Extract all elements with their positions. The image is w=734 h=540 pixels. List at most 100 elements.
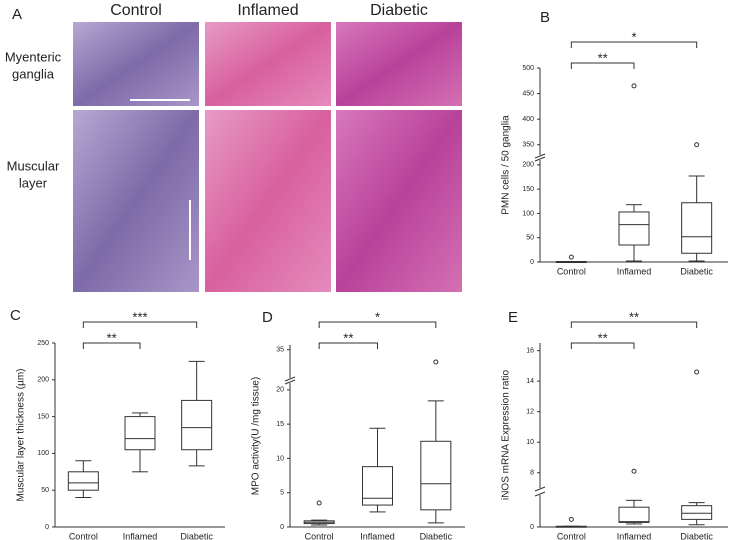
row-label: layer <box>19 175 48 190</box>
axis-break <box>284 379 296 385</box>
significance-label: * <box>375 309 380 324</box>
row-label: Myenteric <box>5 49 62 64</box>
y-tick-label: 150 <box>37 413 49 420</box>
y-tick-label: 0 <box>280 524 284 531</box>
x-tick-label: Inflamed <box>617 266 652 276</box>
x-tick-label: Inflamed <box>360 531 395 540</box>
x-tick-label: Inflamed <box>123 531 158 540</box>
significance-label: ** <box>598 50 608 65</box>
x-tick-label: Diabetic <box>420 531 453 540</box>
image <box>73 22 199 106</box>
axis-break <box>534 156 546 162</box>
y-tick-label: 35 <box>276 347 284 354</box>
significance-label: * <box>631 29 636 44</box>
y-tick-label: 200 <box>37 377 49 384</box>
y-tick-label: 15 <box>276 421 284 428</box>
x-tick-label: Control <box>69 531 98 540</box>
y-tick-label: 500 <box>522 65 534 72</box>
outlier <box>433 359 439 365</box>
y-tick-label: 5 <box>280 490 284 497</box>
y-tick-label: 150 <box>522 186 534 193</box>
y-tick-label: 0 <box>530 259 534 266</box>
y-tick-label: 8 <box>530 470 534 477</box>
outlier <box>694 142 700 148</box>
y-tick-label: 100 <box>522 210 534 217</box>
panel-label: E <box>508 309 518 326</box>
significance-label: *** <box>132 309 147 324</box>
significance-bracket <box>570 62 635 69</box>
outlier <box>568 254 574 260</box>
y-tick-label: 0 <box>45 524 49 531</box>
box <box>362 466 393 506</box>
image <box>205 110 331 292</box>
x-tick-label: Control <box>305 531 334 540</box>
significance-label: ** <box>629 309 639 324</box>
y-tick-label: 350 <box>522 142 534 149</box>
histology: Control Inflamed Diabetic Myenteric gang… <box>5 2 462 292</box>
y-tick-label: 0 <box>530 524 534 531</box>
column-label: Control <box>110 2 162 19</box>
x-tick-label: Control <box>557 266 586 276</box>
y-tick-label: 200 <box>522 162 534 169</box>
x-tick-label: Diabetic <box>680 531 713 540</box>
box <box>420 440 452 511</box>
x-tick-label: Diabetic <box>180 531 213 540</box>
axis-break <box>284 376 296 382</box>
box <box>681 505 713 520</box>
image <box>205 22 331 106</box>
y-tick-label: 250 <box>37 340 49 347</box>
y-tick-label: 450 <box>522 90 534 97</box>
y-tick-label: 20 <box>276 387 284 394</box>
x-tick-label: Diabetic <box>680 266 713 276</box>
box <box>681 202 713 254</box>
y-tick-label: 12 <box>526 409 534 416</box>
box <box>124 416 156 451</box>
outlier <box>631 468 637 474</box>
row-label: ganglia <box>12 66 55 81</box>
image <box>73 110 199 292</box>
row-label: Muscular <box>7 158 60 173</box>
box <box>67 471 99 491</box>
y-axis-label: iNOS mRNA Expression ratio <box>501 370 512 500</box>
y-tick-label: 50 <box>526 235 534 242</box>
panel-label: A <box>12 6 22 23</box>
significance-label: ** <box>107 330 117 345</box>
image <box>336 110 462 292</box>
x-tick-label: Control <box>557 531 586 540</box>
y-axis-label: MPO activity(U /mg tissue) <box>251 377 262 495</box>
image <box>336 22 462 106</box>
y-tick-label: 10 <box>276 455 284 462</box>
y-axis-label: PMN cells / 50 ganglia <box>501 115 512 215</box>
panel-label: C <box>10 307 21 324</box>
outlier <box>568 516 574 522</box>
significance-bracket <box>570 321 698 328</box>
box <box>181 399 213 451</box>
significance-bracket <box>570 41 698 48</box>
column-label: Inflamed <box>237 2 298 19</box>
outlier <box>316 500 322 506</box>
significance-bracket <box>318 342 378 349</box>
significance-bracket <box>570 342 635 349</box>
significance-bracket <box>82 342 141 349</box>
y-tick-label: 400 <box>522 116 534 123</box>
axis-break <box>534 486 546 492</box>
outlier <box>694 369 700 375</box>
box <box>618 211 650 246</box>
y-axis-label: Muscular layer thickness (µm) <box>16 368 27 501</box>
y-tick-label: 100 <box>37 450 49 457</box>
panel-label: B <box>540 9 550 26</box>
axis-break <box>534 491 546 497</box>
significance-bracket <box>318 321 437 328</box>
y-tick-label: 14 <box>526 378 534 385</box>
box <box>618 506 650 523</box>
significance-label: ** <box>343 330 353 345</box>
axis-break <box>534 153 546 159</box>
y-tick-label: 50 <box>41 487 49 494</box>
x-tick-label: Inflamed <box>617 531 652 540</box>
outlier <box>631 83 637 89</box>
significance-label: ** <box>598 330 608 345</box>
y-tick-label: 16 <box>526 347 534 354</box>
panel-label: D <box>262 309 273 326</box>
y-tick-label: 10 <box>526 439 534 446</box>
